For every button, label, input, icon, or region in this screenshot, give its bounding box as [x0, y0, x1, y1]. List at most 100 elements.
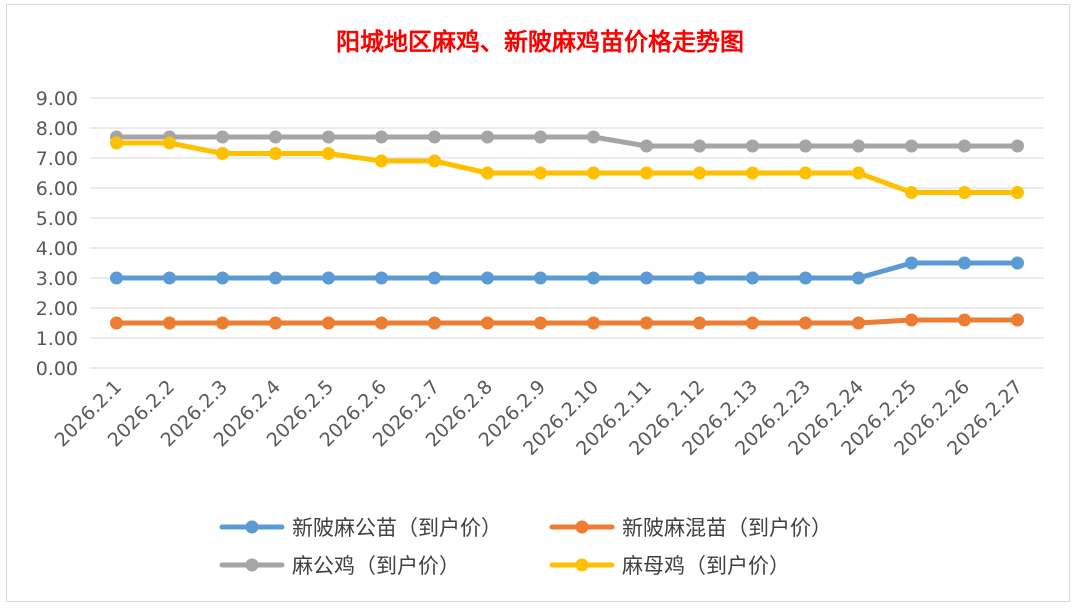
data-point: [587, 271, 600, 285]
y-tick-label: 8.00: [36, 118, 78, 140]
data-point: [322, 130, 335, 144]
data-point: [640, 139, 653, 153]
y-tick-label: 7.00: [36, 148, 78, 170]
data-point: [905, 186, 918, 199]
data-point: [905, 313, 918, 327]
data-point: [640, 316, 653, 330]
y-tick-label: 2.00: [36, 298, 78, 320]
data-point: [481, 130, 494, 144]
legend-item: 新陂麻混苗（到户价）: [549, 516, 832, 540]
data-point: [799, 271, 812, 285]
data-point: [428, 271, 441, 285]
data-point: [375, 154, 388, 168]
data-point: [958, 313, 971, 327]
series-line: [114, 134, 1020, 149]
data-point: [110, 316, 123, 330]
data-point: [1011, 313, 1024, 327]
data-point: [110, 136, 123, 150]
data-point: [163, 136, 176, 150]
data-point: [958, 139, 971, 153]
data-point: [852, 316, 865, 330]
data-point: [481, 316, 494, 330]
data-point: [799, 316, 812, 330]
data-point: [269, 271, 282, 285]
y-tick-label: 4.00: [36, 238, 78, 260]
y-tick-label: 9.00: [36, 88, 78, 110]
legend-label: 新陂麻混苗（到户价）: [622, 516, 832, 540]
y-tick-label: 5.00: [36, 208, 78, 230]
data-point: [746, 271, 759, 285]
series-line: [114, 317, 1020, 326]
data-point: [375, 316, 388, 330]
y-tick-label: 0.00: [36, 358, 78, 380]
data-point: [693, 271, 706, 285]
data-point: [1011, 256, 1024, 270]
data-point: [269, 130, 282, 144]
data-point: [428, 130, 441, 144]
data-point: [905, 139, 918, 153]
data-point: [852, 166, 865, 180]
series-1: [110, 313, 1024, 330]
legend-label: 麻公鸡（到户价）: [292, 554, 460, 578]
data-point: [428, 154, 441, 168]
data-point: [110, 271, 123, 285]
line-chart: 阳城地区麻鸡、新陂麻鸡苗价格走势图 0.00 1.00 2.00 3.00 4.00 5.…: [36, 28, 1044, 578]
data-point: [852, 139, 865, 153]
data-point: [958, 256, 971, 270]
data-point: [269, 316, 282, 330]
data-point: [1011, 139, 1024, 153]
data-point: [481, 271, 494, 285]
legend-marker: [575, 520, 589, 534]
legend-marker: [575, 558, 589, 572]
legend-label: 麻母鸡（到户价）: [622, 554, 790, 578]
data-point: [534, 316, 547, 330]
series-line: [114, 260, 1020, 281]
data-point: [216, 316, 229, 330]
legend-item: 新陂麻公苗（到户价）: [219, 516, 502, 540]
data-point: [587, 316, 600, 330]
data-point: [746, 139, 759, 153]
data-point: [746, 316, 759, 330]
series-3: [110, 136, 1024, 199]
y-tick-label: 1.00: [36, 328, 78, 350]
data-point: [216, 147, 229, 160]
data-point: [163, 271, 176, 285]
y-tick-label: 3.00: [36, 268, 78, 290]
data-point: [163, 316, 176, 330]
series-line: [114, 140, 1020, 195]
series-2: [110, 130, 1024, 153]
data-point: [746, 166, 759, 180]
data-point: [693, 166, 706, 180]
chart-frame: 阳城地区麻鸡、新陂麻鸡苗价格走势图 0.00 1.00 2.00 3.00 4.00 5.…: [6, 4, 1070, 602]
data-point: [640, 166, 653, 180]
data-point: [534, 130, 547, 144]
data-point: [693, 139, 706, 153]
data-point: [799, 139, 812, 153]
legend-label: 新陂麻公苗（到户价）: [292, 516, 502, 540]
series-0: [110, 256, 1024, 285]
data-point: [375, 130, 388, 144]
data-point: [693, 316, 706, 330]
data-point: [905, 256, 918, 270]
data-point: [269, 147, 282, 160]
data-point: [587, 130, 600, 144]
data-point: [322, 316, 335, 330]
data-point: [958, 186, 971, 199]
data-point: [428, 316, 441, 330]
legend-marker: [245, 520, 259, 534]
data-point: [1011, 186, 1024, 199]
y-tick-label: 6.00: [36, 178, 78, 200]
data-point: [216, 271, 229, 285]
chart-title: 阳城地区麻鸡、新陂麻鸡苗价格走势图: [336, 28, 744, 56]
legend-item: 麻公鸡（到户价）: [219, 554, 460, 578]
data-point: [534, 271, 547, 285]
data-point: [852, 271, 865, 285]
data-point: [322, 271, 335, 285]
legend-marker: [245, 558, 259, 572]
data-point: [216, 130, 229, 144]
data-point: [799, 166, 812, 180]
data-point: [322, 147, 335, 160]
legend-item: 麻母鸡（到户价）: [549, 554, 790, 578]
data-point: [534, 166, 547, 180]
data-point: [375, 271, 388, 285]
